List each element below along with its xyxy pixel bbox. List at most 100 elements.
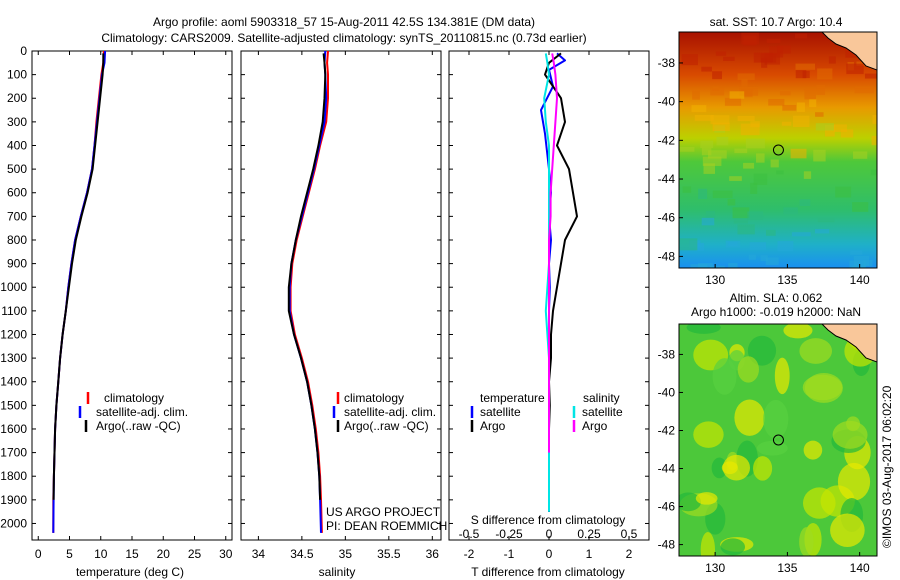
sst-cell [729, 91, 745, 99]
sst-cell [707, 150, 727, 159]
sst-cell [733, 218, 748, 224]
legend-climatology-label: climatology [104, 391, 164, 405]
sst-cell [695, 243, 705, 251]
lat-tick-label: -44 [658, 172, 676, 186]
lon-tick-label: 140 [850, 273, 870, 287]
sst-cell [737, 224, 755, 235]
x-tick-label: 2 [626, 547, 633, 561]
sst-cell [782, 104, 797, 111]
lat-tick-label: -48 [658, 538, 676, 552]
sst-cell [732, 207, 750, 219]
sst-cell [749, 242, 767, 250]
sla-cell [711, 457, 728, 479]
sla-cell [737, 356, 759, 383]
argo-raw-qc--line [287, 53, 327, 500]
sst-cell [851, 265, 866, 268]
sst-cell [737, 115, 755, 122]
legend-s-satellite-label: satellite [582, 405, 623, 419]
sst-cell [852, 202, 869, 212]
lat-tick-label: -42 [658, 133, 676, 147]
depth-tick-label: 700 [7, 209, 27, 223]
sst-cell [694, 115, 714, 121]
lat-tick-label: -40 [658, 385, 676, 399]
depth-tick-label: 1300 [0, 351, 27, 365]
sst-map: sat. SST: 10.7 Argo: 10.4 130 135 140 -38 -4… [658, 15, 878, 287]
depth-tick-label: 900 [7, 257, 27, 271]
sst-texture [679, 32, 877, 268]
sst-cell [679, 146, 695, 152]
sla-cell [799, 338, 833, 364]
argo-position-marker [772, 144, 784, 156]
sst-cell [743, 162, 755, 169]
sla-cell [799, 527, 814, 556]
credit-project: US ARGO PROJECT [326, 505, 441, 519]
lon-tick-label: 130 [705, 273, 725, 287]
sst-cell [779, 91, 791, 96]
sst-cell [702, 156, 722, 166]
x-tick-label: 0 [546, 547, 553, 561]
depth-tick-label: 100 [7, 68, 27, 82]
difference-panel: -2 -1 0 1 2 -0.5 -0.25 0 0.25 0.5 S difference f… [448, 50, 650, 579]
sst-field [679, 32, 877, 268]
sst-cell [856, 61, 867, 66]
sst-cell [729, 176, 742, 181]
sst-cell [795, 63, 815, 70]
sst-cell [872, 115, 877, 124]
sst-cell [815, 112, 824, 117]
sla-cell [695, 492, 718, 505]
depth-axis: 0 100 200 300 400 500 600 700 800 900 1000 1100 1200… [0, 44, 649, 530]
coastline-land [821, 32, 877, 71]
sst-cell [777, 45, 791, 54]
lon-tick-label: 135 [777, 273, 797, 287]
x-tick-label: 5 [66, 547, 73, 561]
figure-title-line1: Argo profile: aoml 5903318_57 15-Aug-201… [153, 15, 535, 29]
sst-cell [692, 90, 700, 100]
sst-cell [682, 186, 692, 193]
argo-raw-qc--line [52, 53, 105, 500]
salinity-panel: 34 34.5 35 35.5 36 salinity climatology sate… [240, 50, 447, 579]
figure-title-line2: Climatology: CARS2009. Satellite-adjuste… [101, 31, 586, 45]
sst-cell [769, 46, 784, 58]
x-tick-label: 35 [339, 547, 353, 561]
satellite-adj-clim--line [288, 50, 328, 533]
sst-cell [698, 188, 708, 200]
depth-tick-label: 800 [7, 233, 27, 247]
sst-cell [728, 241, 738, 247]
sst-cell [712, 71, 723, 80]
sst-cell [870, 169, 877, 176]
sla-cell [763, 399, 789, 439]
sst-cell [705, 211, 716, 219]
x-tick-label: 0 [35, 547, 42, 561]
legend-t-argo-label: Argo [480, 419, 506, 433]
sst-cell [727, 198, 736, 206]
sst-cell [724, 97, 742, 106]
sst-cell [683, 267, 693, 268]
depth-tick-label: 1500 [0, 398, 27, 412]
sst-cell [741, 79, 748, 91]
sst-cell [739, 86, 759, 96]
sla-cell [832, 420, 868, 449]
sst-cell [871, 135, 877, 146]
sla-cell [783, 324, 813, 339]
lat-tick-label: -38 [658, 56, 676, 70]
sst-cell [750, 182, 758, 194]
sst-cell [804, 88, 817, 100]
t-difference-axis-label: T difference from climatology [471, 565, 625, 579]
sst-cell [828, 56, 836, 64]
sst-cell [795, 70, 807, 79]
temperature-panel: 0100200300400500600700800900100011001200… [0, 44, 649, 579]
sla-cell [721, 461, 738, 475]
depth-tick-label: 400 [7, 138, 27, 152]
sst-cell [712, 122, 730, 132]
sla-cell [837, 462, 871, 501]
sst-cell [712, 190, 733, 199]
salinity-plot-frame [240, 50, 442, 541]
lat-tick-label: -48 [658, 249, 676, 263]
depth-tick-label: 1900 [0, 493, 27, 507]
depth-tick-label: 1600 [0, 422, 27, 436]
depth-tick-label: 600 [7, 186, 27, 200]
sst-cell [817, 217, 835, 223]
sla-cell [686, 324, 721, 334]
salinity-argo-line [548, 53, 558, 453]
sst-cell [796, 102, 805, 112]
